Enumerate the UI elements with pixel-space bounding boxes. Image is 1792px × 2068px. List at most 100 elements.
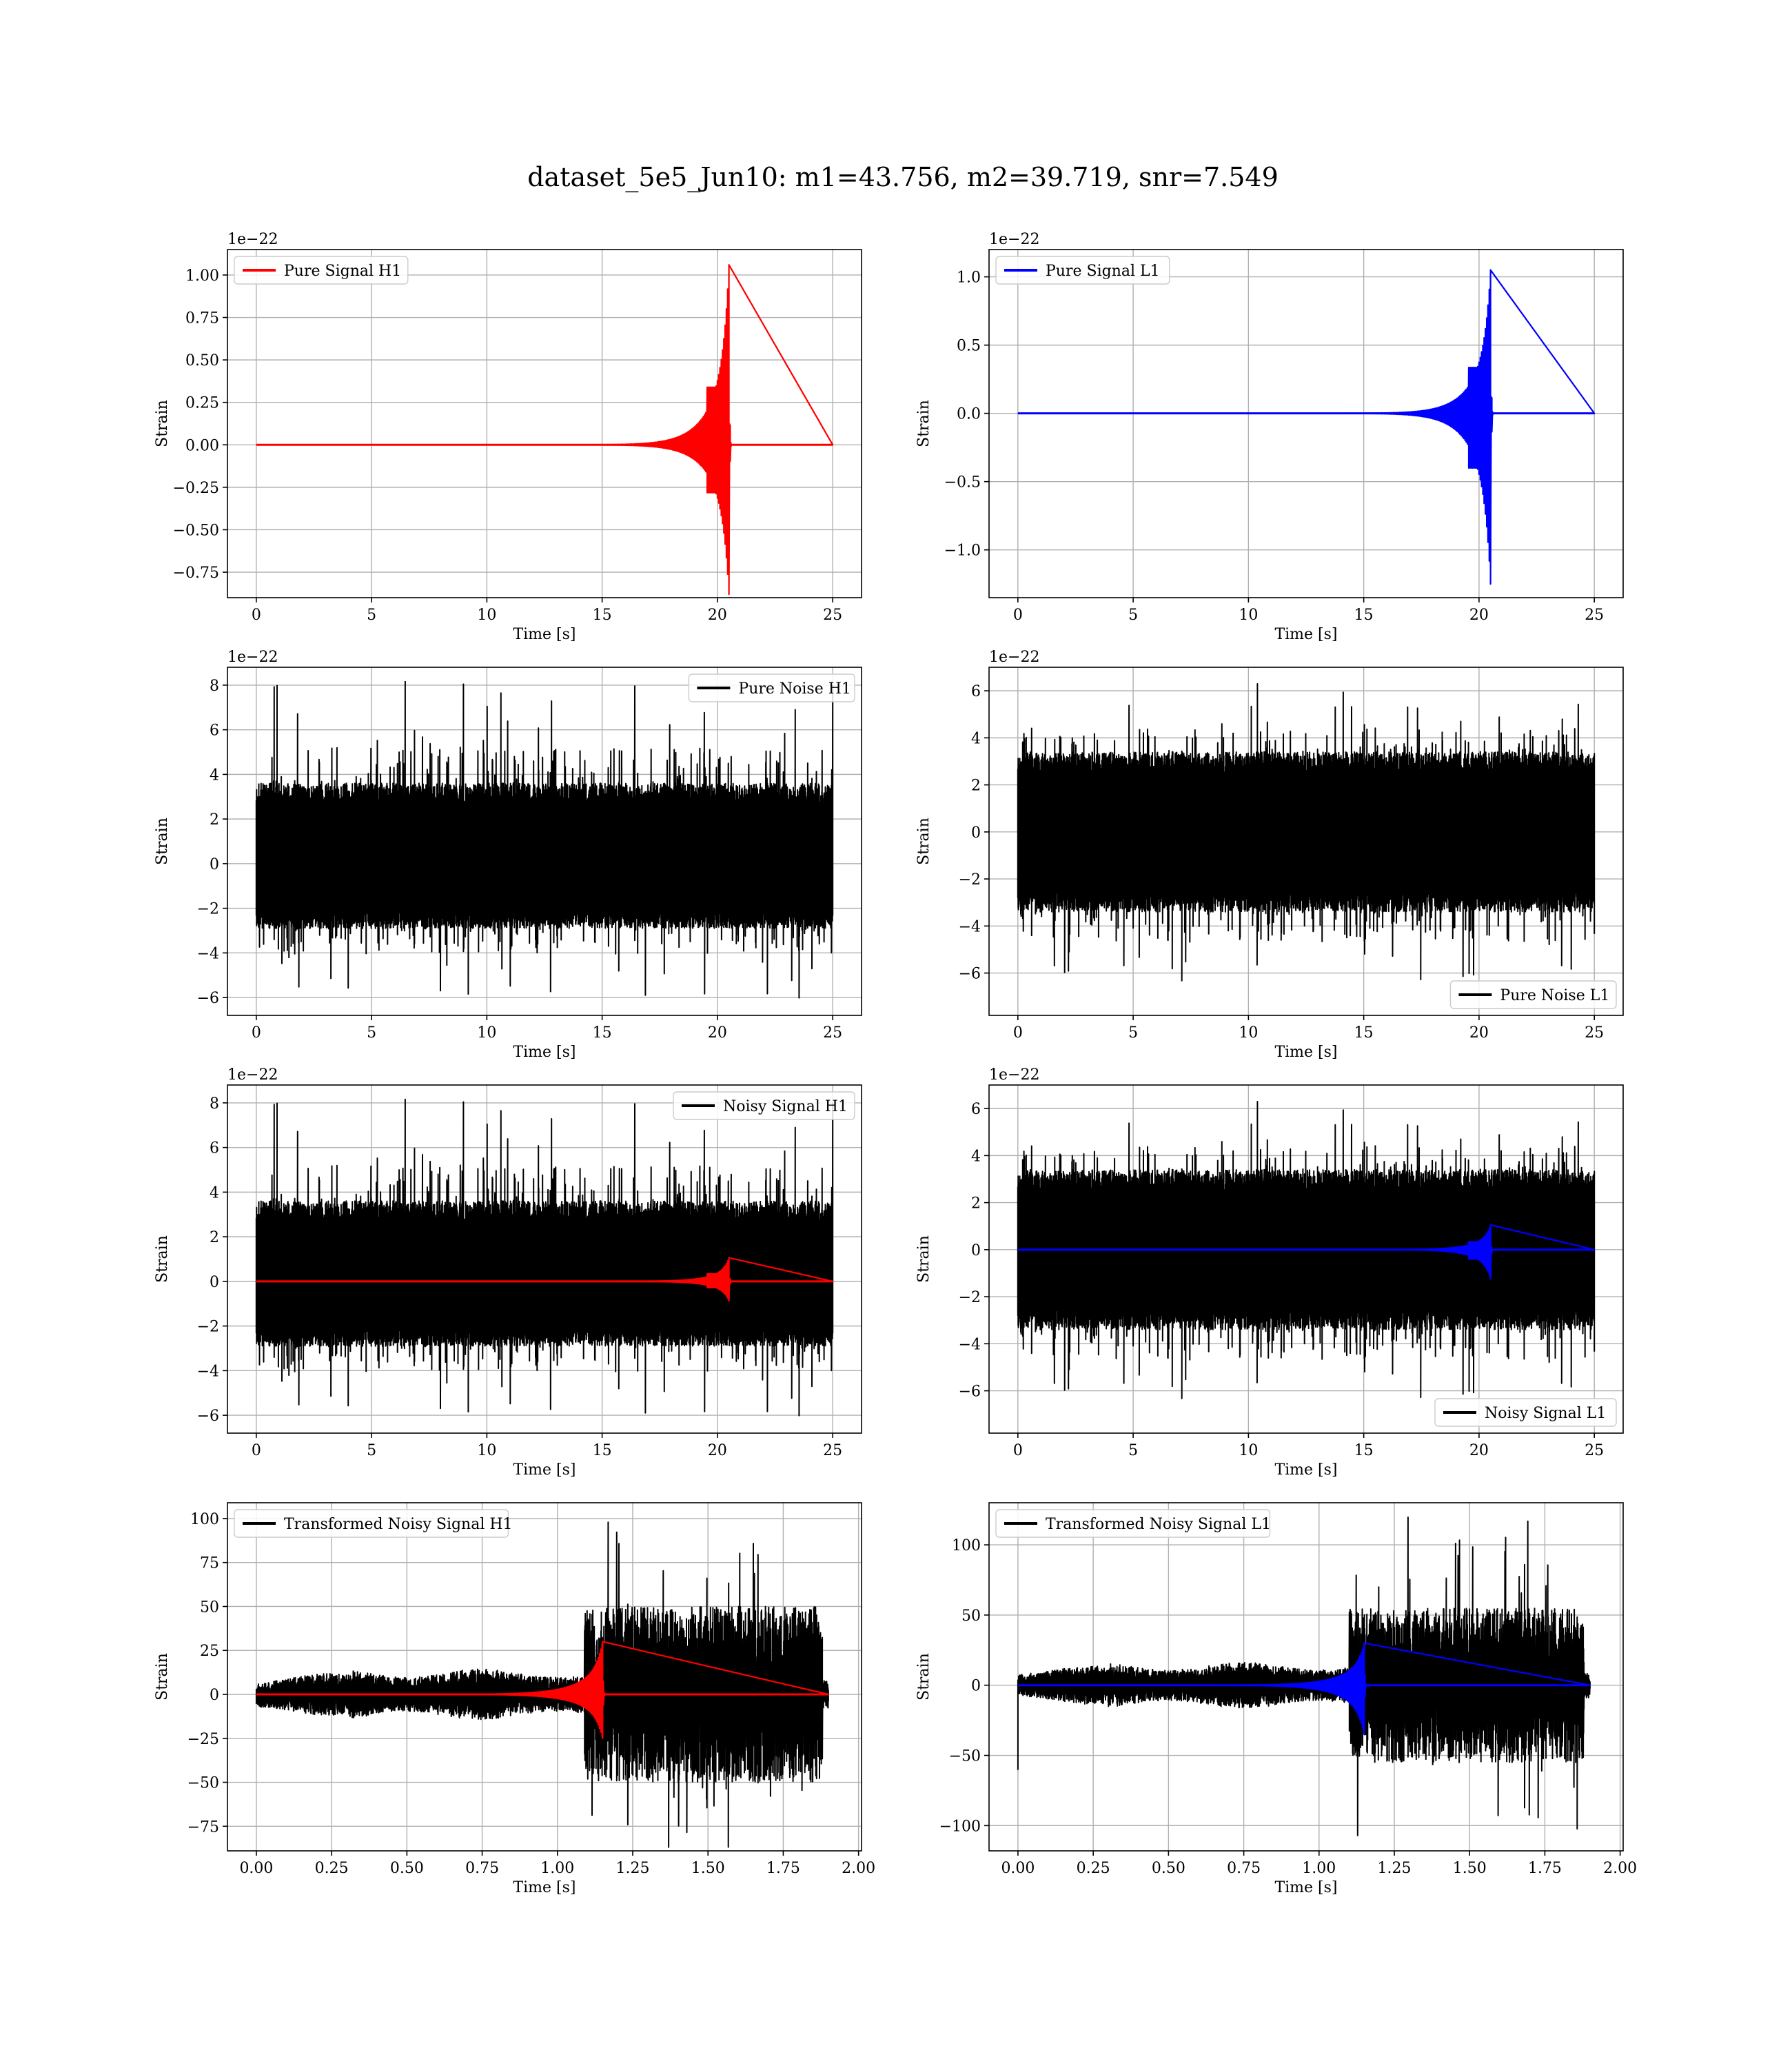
y-tick-label: 6 [210, 722, 219, 740]
x-tick-label: 20 [708, 1442, 727, 1459]
x-axis-label: Time [s] [1274, 626, 1337, 643]
y-axis-label: Strain [915, 1235, 933, 1283]
y-axis-label: Strain [915, 818, 933, 865]
subplot-pure-signal-h1: 0 5 10 15 20 25 −0.75 −0.50 −0.25 0.00 0.25 0.50 0.7… [154, 231, 862, 643]
x-tick-label: 5 [367, 1024, 376, 1042]
x-tick-label: 20 [1469, 1442, 1489, 1459]
x-tick-label: 0.00 [1001, 1860, 1035, 1877]
y-tick-label: −2 [197, 1319, 219, 1336]
y-tick-label: 4 [210, 767, 219, 784]
plot-series [256, 264, 834, 596]
y-tick-label: 50 [200, 1599, 219, 1616]
plot-series [255, 1098, 834, 1417]
offset-label: 1e−22 [227, 231, 278, 248]
x-axis-label: Time [s] [513, 1461, 576, 1479]
y-tick-label: −0.50 [173, 522, 219, 539]
legend: Transformed Noisy Signal L1 [995, 1509, 1271, 1538]
y-tick-label: 25 [200, 1643, 219, 1660]
x-tick-label: 5 [1128, 1442, 1138, 1459]
y-tick-label: 4 [971, 1148, 981, 1165]
y-tick-label: 1.0 [957, 270, 981, 287]
x-tick-label: 0.25 [1077, 1860, 1110, 1877]
x-tick-label: 0 [1013, 1024, 1023, 1042]
x-tick-label: 5 [1128, 1024, 1138, 1042]
legend-label: Noisy Signal L1 [1485, 1405, 1606, 1422]
x-tick-label: 10 [1239, 1442, 1258, 1459]
x-axis-label: Time [s] [1274, 1879, 1337, 1896]
y-tick-label: −2 [959, 1289, 981, 1306]
axes-frame [227, 667, 862, 1016]
y-tick-label: 0 [210, 1687, 219, 1704]
x-tick-label: 15 [593, 607, 612, 624]
y-tick-label: 0 [210, 1274, 219, 1291]
x-tick-label: 5 [367, 607, 376, 624]
x-tick-label: 10 [1239, 1024, 1258, 1042]
x-tick-label: 0.00 [239, 1860, 273, 1877]
y-tick-label: −0.75 [173, 565, 219, 582]
x-tick-label: 15 [593, 1442, 612, 1459]
y-tick-label: 0.00 [185, 437, 219, 454]
series-whitened [1017, 1517, 1591, 1836]
x-tick-label: 1.25 [1378, 1860, 1412, 1877]
legend: Pure Signal H1 [234, 256, 409, 285]
x-tick-label: 15 [1354, 1024, 1374, 1042]
x-tick-label: 0.75 [465, 1860, 499, 1877]
x-axis-label: Time [s] [1274, 1044, 1337, 1061]
x-tick-label: 10 [477, 607, 496, 624]
y-tick-label: 0 [971, 1242, 981, 1259]
axes-frame [988, 1084, 1624, 1434]
x-tick-label: 1.50 [1453, 1860, 1487, 1877]
y-axis-label: Strain [154, 818, 171, 865]
plot-series [1017, 1101, 1596, 1399]
subplot-pure-noise-h1: 0 5 10 15 20 25 −6 −4 −2 0 2 4 6 8 Time [s] Strain 1e−22… [154, 649, 862, 1061]
y-tick-label: −0.25 [173, 480, 219, 497]
y-tick-label: 0.75 [185, 310, 219, 327]
legend-box [673, 1091, 855, 1120]
x-axis-label: Time [s] [513, 626, 576, 643]
subplot-noisy-signal-h1: 0 5 10 15 20 25 −6 −4 −2 0 2 4 6 8 Time [s] Strain 1e−22… [154, 1066, 862, 1479]
legend-label: Transformed Noisy Signal H1 [284, 1516, 513, 1533]
legend-box [995, 256, 1170, 285]
axes-frame [988, 249, 1624, 598]
x-tick-label: 1.75 [1528, 1860, 1562, 1877]
offset-label: 1e−22 [989, 649, 1039, 666]
y-tick-label: −4 [197, 1363, 219, 1380]
subplot-pure-noise-l1: 0 5 10 15 20 25 −6 −4 −2 0 2 4 6 Time [s] Strain 1e−22 P… [915, 649, 1624, 1061]
legend: Pure Noise H1 [688, 673, 855, 702]
x-tick-label: 1.50 [691, 1860, 725, 1877]
y-tick-label: 0.25 [185, 395, 219, 412]
x-tick-label: 25 [1585, 607, 1604, 624]
legend-box [688, 673, 855, 702]
legend: Noisy Signal L1 [1434, 1398, 1617, 1427]
x-tick-label: 0 [1013, 1442, 1023, 1459]
x-tick-label: 0.25 [315, 1860, 349, 1877]
x-axis-label: Time [s] [513, 1879, 576, 1896]
y-tick-label: −0.5 [944, 474, 981, 491]
x-tick-label: 15 [1354, 607, 1374, 624]
x-tick-label: 1.00 [540, 1860, 574, 1877]
y-axis-label: Strain [154, 1235, 171, 1283]
y-tick-label: −50 [949, 1748, 981, 1765]
y-tick-label: −4 [959, 1336, 981, 1353]
y-tick-label: 0 [971, 1678, 981, 1695]
axes-frame [988, 1502, 1624, 1852]
legend-box [234, 1509, 509, 1538]
y-axis-label: Strain [915, 1653, 933, 1701]
y-tick-label: 8 [210, 678, 219, 695]
plot-series [1017, 1517, 1591, 1836]
x-tick-label: 0 [252, 607, 261, 624]
axes-frame [227, 1502, 862, 1852]
x-tick-label: 0.50 [1152, 1860, 1185, 1877]
figure-title: dataset_5e5_Jun10: m1=43.756, m2=39.719,… [527, 162, 1279, 193]
y-tick-label: 50 [961, 1608, 981, 1625]
y-tick-label: 6 [971, 683, 981, 700]
x-tick-label: 2.00 [1603, 1860, 1637, 1877]
x-tick-label: 15 [1354, 1442, 1374, 1459]
y-tick-label: 0.5 [957, 338, 981, 355]
plot-area [227, 250, 862, 598]
x-tick-label: 20 [1469, 1024, 1489, 1042]
y-tick-label: −6 [959, 1383, 981, 1401]
y-tick-label: −100 [939, 1818, 981, 1835]
subplot-grid: 0 5 10 15 20 25−0.75−0.50−0.250.000.250.500.7… [154, 231, 1637, 1896]
legend: Noisy Signal H1 [673, 1091, 855, 1120]
